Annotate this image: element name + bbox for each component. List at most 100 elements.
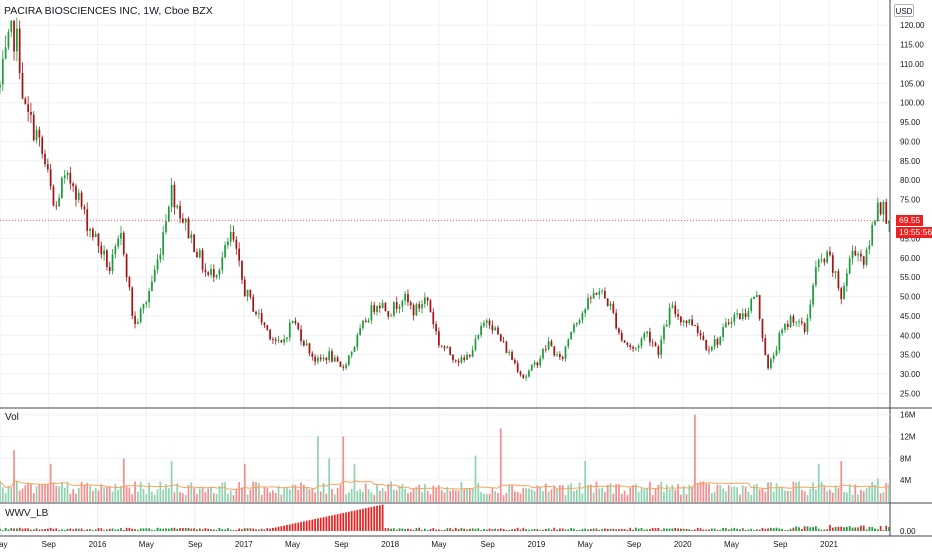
candle-body: [829, 251, 831, 256]
candle-body: [311, 353, 314, 357]
volume-bar: [328, 458, 331, 502]
candle-body: [547, 341, 550, 350]
indicator-bar: [623, 529, 626, 531]
volume-bar: [7, 485, 10, 502]
indicator-bar: [753, 530, 755, 531]
volume-bar: [291, 484, 294, 502]
candle-body: [671, 305, 674, 308]
volume-bar: [97, 490, 100, 502]
candle-body: [888, 220, 890, 224]
price-tick-label: 55.00: [900, 273, 921, 282]
indicator-bar: [66, 528, 69, 531]
indicator-bar: [868, 527, 871, 531]
time-tick-label: May: [0, 540, 8, 549]
volume-bar: [730, 486, 733, 502]
candle-body: [589, 297, 592, 299]
candle-body: [77, 192, 80, 200]
volume-bar: [198, 488, 201, 502]
volume-bar: [727, 485, 730, 502]
candle-body: [559, 354, 561, 358]
indicator-bar: [100, 528, 103, 531]
indicator-bar: [770, 527, 772, 531]
candle-body: [702, 335, 705, 340]
volume-bar: [415, 486, 418, 502]
volume-bar: [83, 485, 86, 502]
volume-bar: [770, 482, 772, 502]
indicator-bar: [499, 528, 502, 531]
volume-bar: [440, 490, 443, 502]
candle-body: [435, 324, 437, 332]
time-tick-label: May: [139, 540, 154, 549]
indicator-bar: [578, 529, 581, 531]
indicator-bar: [173, 527, 176, 531]
indicator-bar: [547, 528, 550, 531]
time-tick-label: Sep: [334, 540, 349, 549]
indicator-bar: [809, 527, 812, 531]
volume-bar: [418, 484, 421, 502]
volume-bar: [561, 485, 564, 502]
indicator-bar: [834, 526, 837, 531]
indicator-bar: [817, 528, 820, 531]
volume-bar: [272, 490, 274, 502]
volume-bar: [187, 484, 190, 502]
volume-bar: [851, 494, 854, 502]
indicator-bar: [862, 525, 865, 531]
indicator-bar: [426, 530, 429, 531]
candle-body: [466, 354, 468, 360]
time-tick-label: Sep: [627, 540, 642, 549]
volume-bar: [831, 492, 834, 502]
indicator-bar: [702, 529, 705, 531]
candle-body: [80, 192, 83, 207]
indicator-bar: [685, 528, 688, 531]
volume-bar: [747, 491, 750, 502]
indicator-bar: [575, 530, 578, 531]
volume-bar: [677, 484, 679, 502]
candle-body: [660, 339, 663, 355]
candle-body: [857, 253, 859, 256]
candle-body: [46, 164, 49, 170]
indicator-bar: [513, 528, 516, 531]
indicator-bar: [570, 528, 573, 531]
volume-bar: [539, 487, 542, 502]
price-tick-label: 75.00: [900, 196, 921, 205]
volume-pane-label: Vol: [5, 412, 19, 423]
indicator-bar: [393, 528, 395, 531]
currency-badge[interactable]: USD: [894, 4, 914, 17]
candle-body: [204, 269, 207, 273]
indicator-bar: [167, 528, 170, 531]
indicator-bar: [21, 528, 24, 531]
volume-bar: [513, 491, 516, 502]
countdown-label: 19:55:56: [896, 226, 932, 238]
volume-bar: [61, 482, 63, 502]
candle-body: [274, 339, 277, 341]
candle-body: [235, 239, 238, 249]
volume-bar: [378, 490, 381, 502]
volume-bar: [89, 485, 91, 502]
indicator-bar: [32, 529, 35, 531]
indicator-bar: [325, 516, 328, 531]
candle-body: [851, 250, 854, 259]
volume-bar: [845, 492, 848, 502]
candle-body: [72, 183, 75, 187]
price-tick-label: 115.00: [900, 41, 924, 50]
volume-bar: [176, 483, 179, 502]
indicator-bar: [820, 529, 823, 531]
volume-bar: [840, 461, 843, 502]
candle-body: [13, 20, 15, 52]
candle-body: [753, 297, 755, 300]
candle-body: [634, 347, 637, 349]
candle-body: [446, 346, 449, 349]
volume-bar: [350, 488, 353, 502]
candle-body: [570, 331, 573, 340]
candle-body: [792, 316, 795, 323]
candle-body: [761, 318, 764, 339]
candle-body: [4, 47, 7, 59]
volume-bar: [0, 481, 1, 502]
volume-bar: [319, 491, 322, 502]
volume-bar: [381, 488, 384, 502]
candle-body: [620, 332, 623, 341]
candle-body: [30, 111, 32, 115]
volume-bar: [27, 483, 30, 502]
